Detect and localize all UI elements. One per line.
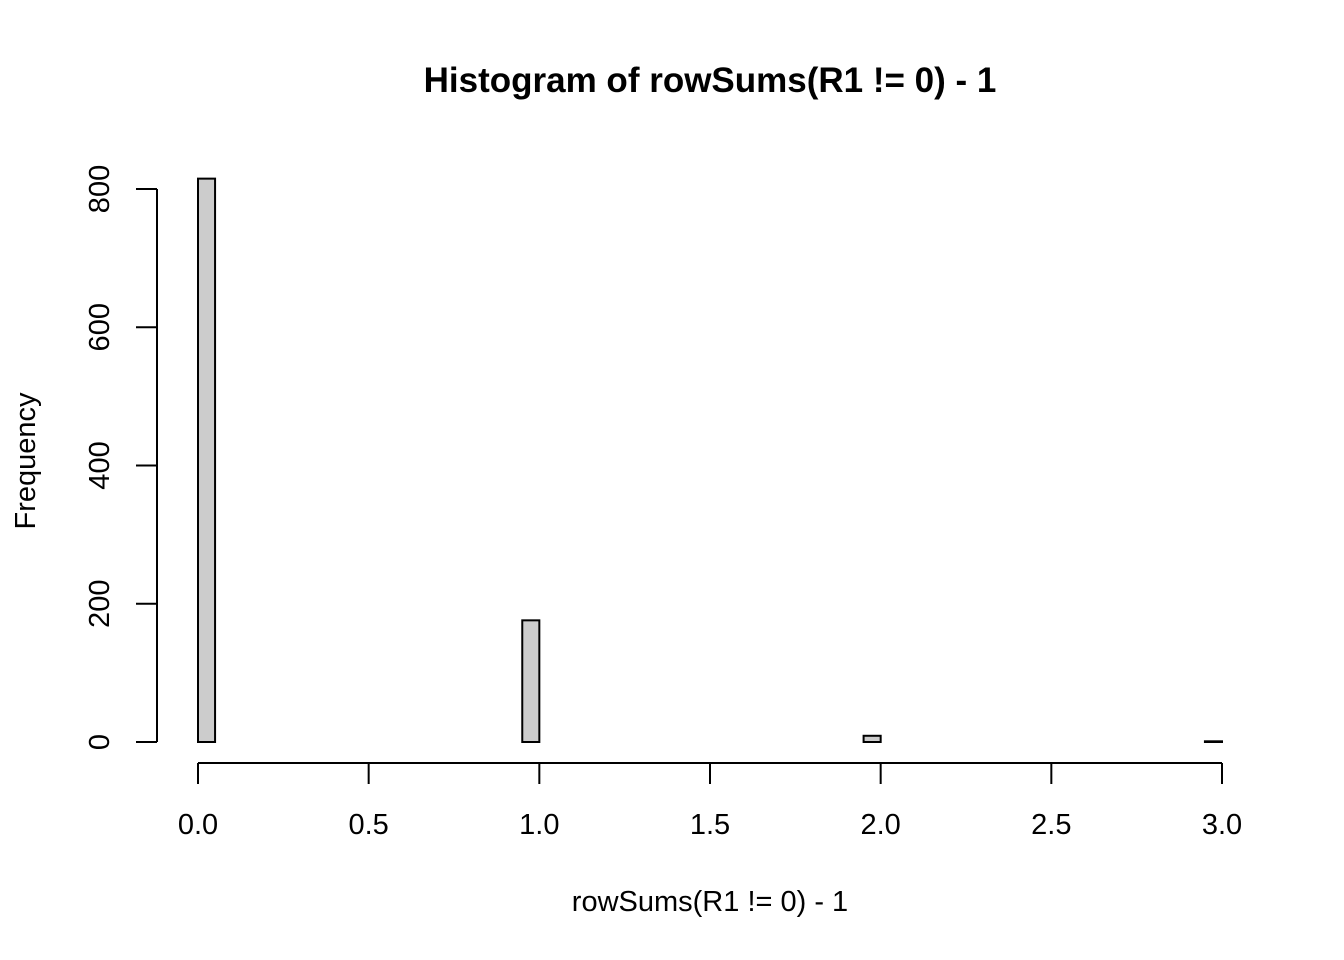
- x-tick-label: 0.0: [178, 809, 218, 841]
- bars-group: [197, 177, 1224, 744]
- y-ticks-group: 0 200 400 600 800: [84, 165, 157, 750]
- y-tick-label: 400: [84, 441, 116, 489]
- x-tick-label: 2.0: [861, 809, 901, 841]
- y-tick-label: 0: [84, 734, 116, 750]
- y-tick-label: 800: [84, 165, 116, 213]
- x-tick-label: 2.5: [1031, 809, 1071, 841]
- histogram-bar: [862, 734, 882, 743]
- x-tick-label: 1.5: [690, 809, 730, 841]
- x-tick-label: 1.0: [519, 809, 559, 841]
- y-axis-label: Frequency: [10, 392, 42, 530]
- x-ticks-group: 0.0 0.5 1.0 1.5 2.0 2.5 3.0: [178, 763, 1242, 841]
- x-tick-label: 0.5: [349, 809, 389, 841]
- histogram-bar: [1203, 740, 1224, 744]
- y-tick-label: 200: [84, 580, 116, 628]
- x-tick-label: 3.0: [1202, 809, 1242, 841]
- y-tick-label: 600: [84, 303, 116, 351]
- histogram-bar: [197, 177, 217, 744]
- chart-title: Histogram of rowSums(R1 != 0) - 1: [424, 61, 997, 100]
- histogram-bar: [521, 619, 541, 744]
- x-axis-label: rowSums(R1 != 0) - 1: [572, 886, 848, 918]
